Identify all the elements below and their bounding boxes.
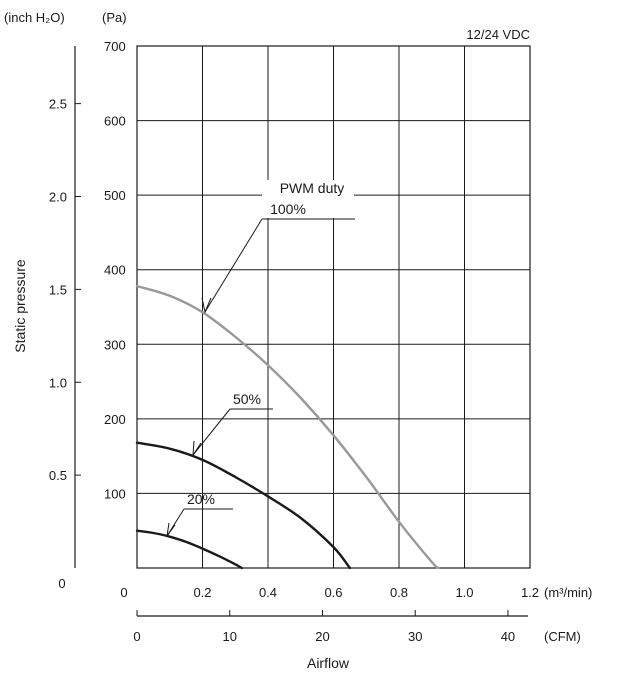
cfm-tick-label: 40 (501, 629, 515, 644)
y-axis-title: Static pressure (12, 259, 28, 353)
y-tick-label: 500 (104, 188, 126, 203)
y2-zero-label: 0 (58, 576, 65, 591)
annotation-pwm-duty: PWM duty (280, 180, 345, 196)
cfm-tick-label: 20 (315, 629, 329, 644)
y2-tick-label: 1.5 (49, 282, 67, 297)
annotation-100-arrowhead (201, 297, 212, 314)
y2-tick-label: 2.0 (49, 190, 67, 205)
cfm-tick-label: 10 (223, 629, 237, 644)
x-tick-label: 0.2 (193, 585, 211, 600)
annotation-pwm-bg (262, 180, 354, 218)
annotation-20-label: 20% (187, 491, 215, 507)
x-tick-label: 1.2 (521, 585, 539, 600)
curve-pwm-100 (135, 284, 440, 570)
x-axis-title: Airflow (307, 655, 350, 671)
y-tick-label: 200 (104, 412, 126, 427)
series-layer (135, 284, 440, 570)
voltage-note: 12/24 VDC (466, 27, 530, 42)
x-unit-label: (m³/min) (544, 585, 592, 600)
grid (137, 46, 530, 568)
y-tick-label: 600 (104, 114, 126, 129)
m3min-axis: 0 0.2 0.4 0.6 0.8 1.0 1.2 (120, 585, 539, 600)
x-tick-label: 0.6 (324, 585, 342, 600)
annotation-20-arrowhead (166, 522, 176, 537)
x-tick-label: 0 (120, 585, 127, 600)
y2-tick-label: 1.0 (49, 375, 67, 390)
x-tick-label: 0.4 (259, 585, 277, 600)
y-tick-label: 700 (104, 39, 126, 54)
annotation-pwm-100: PWM duty 100% (201, 180, 355, 314)
annotation-100-leader (204, 218, 263, 313)
cfm-unit-label: (CFM) (544, 629, 581, 644)
y-tick-label: 300 (104, 337, 126, 352)
annotation-100-label: 100% (270, 201, 306, 217)
y-tick-label: 400 (104, 263, 126, 278)
y-unit-label: (Pa) (102, 10, 127, 25)
x-tick-label: 1.0 (455, 585, 473, 600)
annotation-20: 20% (166, 491, 233, 537)
y2-tick-label: 2.5 (49, 97, 67, 112)
cfm-tick-label: 30 (408, 629, 422, 644)
curve-pwm-20 (135, 529, 243, 570)
annotation-50-leader (192, 408, 231, 456)
annotation-50-label: 50% (233, 391, 261, 407)
y2-unit-label: (inch H₂O) (4, 10, 65, 25)
pa-axis: 100 200 300 400 500 600 700 (104, 39, 126, 501)
inch-h2o-axis: 0.5 1.0 1.5 2.0 2.5 (49, 97, 81, 483)
curve-pwm-50 (135, 441, 352, 570)
plot-area-border (136, 45, 531, 569)
y2-tick-label: 0.5 (49, 468, 67, 483)
annotation-50: 50% (192, 391, 273, 457)
x-tick-label: 0.8 (390, 585, 408, 600)
cfm-tick-label: 0 (133, 629, 140, 644)
cfm-axis: 0 10 20 30 40 (133, 610, 515, 644)
annotation-50-arrowhead (192, 440, 202, 457)
y-tick-label: 100 (104, 486, 126, 501)
